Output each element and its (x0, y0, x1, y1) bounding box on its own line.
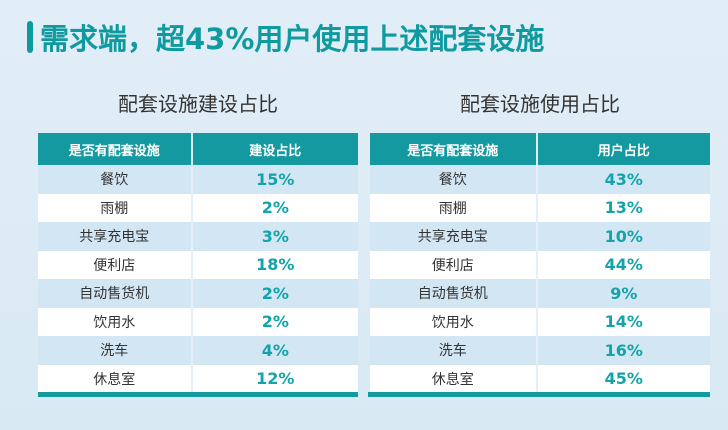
facility-name: 自动售货机 (370, 279, 538, 308)
table-row: 雨棚 2% (38, 193, 358, 222)
facility-name: 雨棚 (38, 193, 193, 222)
table-row: 共享充电宝 3% (38, 222, 358, 251)
facility-name: 自动售货机 (38, 279, 193, 308)
facility-name: 休息室 (38, 364, 193, 393)
table-row: 休息室 45% (370, 364, 710, 393)
table-row: 饮用水 2% (38, 307, 358, 336)
facility-name: 便利店 (38, 250, 193, 279)
percentage-value: 13% (536, 193, 710, 222)
percentage-value: 10% (536, 222, 710, 251)
column-header: 是否有配套设施 (370, 133, 538, 165)
table-row: 洗车 4% (38, 336, 358, 365)
facility-name: 共享充电宝 (370, 222, 538, 251)
facility-name: 饮用水 (38, 307, 193, 336)
table-bottom-bar (38, 392, 358, 397)
table-row: 餐饮 15% (38, 165, 358, 194)
title-accent-bar (27, 21, 33, 53)
table-row: 便利店 18% (38, 250, 358, 279)
facility-name: 洗车 (38, 336, 193, 365)
percentage-value: 3% (191, 222, 358, 251)
facility-name: 饮用水 (370, 307, 538, 336)
table-row: 饮用水 14% (370, 307, 710, 336)
usage-table-title: 配套设施使用占比 (460, 92, 620, 116)
percentage-value: 44% (536, 250, 710, 279)
table-row: 便利店 44% (370, 250, 710, 279)
percentage-value: 14% (536, 307, 710, 336)
percentage-value: 2% (191, 307, 358, 336)
usage-ratio-table: 是否有配套设施 用户占比 餐饮 43% 雨棚 13% 共享充电宝 10% 便利店 44% 自动售货机… (370, 133, 710, 393)
facility-name: 共享充电宝 (38, 222, 193, 251)
percentage-value: 4% (191, 336, 358, 365)
percentage-value: 12% (191, 364, 358, 393)
table-row: 餐饮 43% (370, 165, 710, 194)
construction-ratio-table: 是否有配套设施 建设占比 餐饮 15% 雨棚 2% 共享充电宝 3% 便利店 18% 自动售货机 2%… (38, 133, 358, 393)
column-header: 建设占比 (191, 133, 358, 165)
percentage-value: 9% (536, 279, 710, 308)
header-row: 是否有配套设施 用户占比 (370, 133, 710, 165)
facility-name: 餐饮 (370, 165, 538, 194)
percentage-value: 2% (191, 193, 358, 222)
table-row: 休息室 12% (38, 364, 358, 393)
header-row: 是否有配套设施 建设占比 (38, 133, 358, 165)
percentage-value: 18% (191, 250, 358, 279)
facility-name: 雨棚 (370, 193, 538, 222)
percentage-value: 45% (536, 364, 710, 393)
percentage-value: 15% (191, 165, 358, 194)
column-header: 用户占比 (536, 133, 710, 165)
table-row: 自动售货机 9% (370, 279, 710, 308)
facility-name: 洗车 (370, 336, 538, 365)
page-title: 需求端，超43%用户使用上述配套设施 (40, 22, 545, 56)
percentage-value: 2% (191, 279, 358, 308)
facility-name: 便利店 (370, 250, 538, 279)
percentage-value: 43% (536, 165, 710, 194)
facility-name: 休息室 (370, 364, 538, 393)
table-row: 共享充电宝 10% (370, 222, 710, 251)
table-row: 洗车 16% (370, 336, 710, 365)
column-header: 是否有配套设施 (38, 133, 193, 165)
table-row: 雨棚 13% (370, 193, 710, 222)
construction-table-title: 配套设施建设占比 (118, 92, 278, 116)
table-row: 自动售货机 2% (38, 279, 358, 308)
facility-name: 餐饮 (38, 165, 193, 194)
table-bottom-bar (368, 392, 710, 397)
percentage-value: 16% (536, 336, 710, 365)
